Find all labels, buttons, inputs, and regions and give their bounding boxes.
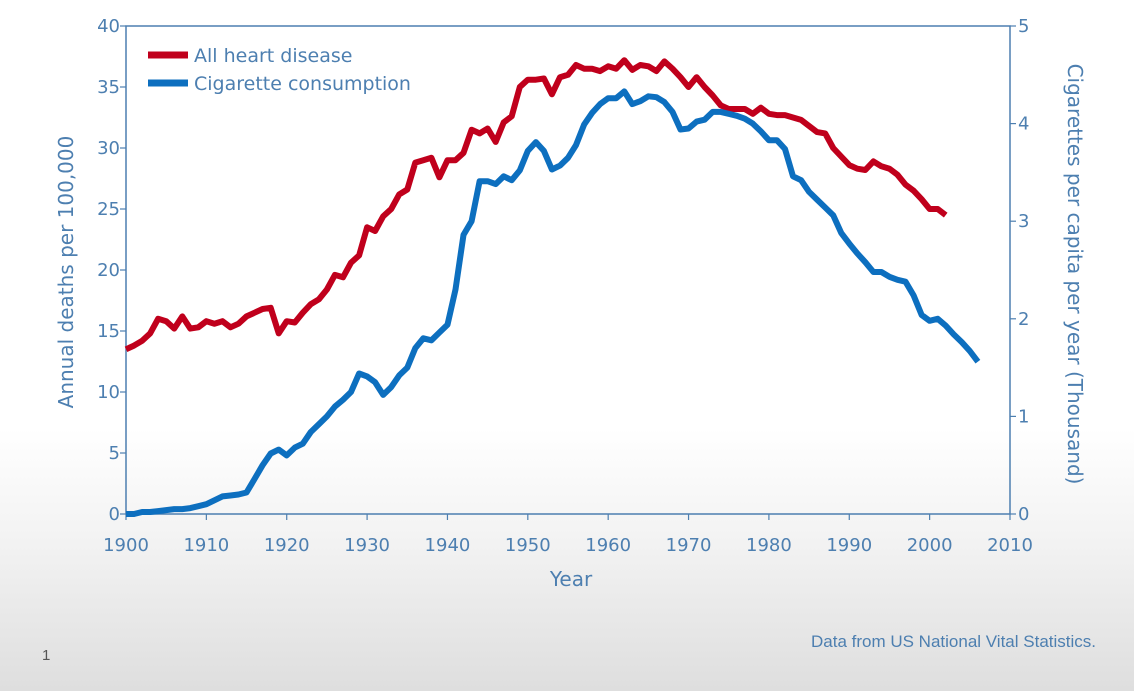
legend-label-cigarette: Cigarette consumption	[194, 73, 411, 95]
left-y-tick-label: 15	[97, 321, 120, 342]
series-line-cigarette-consumption	[126, 88, 981, 517]
x-tick-label: 1930	[344, 535, 390, 556]
right-y-tick-label: 0	[1018, 504, 1029, 525]
x-axis-label: Year	[549, 567, 593, 591]
left-y-tick-label: 20	[97, 260, 120, 281]
x-tick-label: 1950	[505, 535, 551, 556]
left-y-tick-label: 25	[97, 199, 120, 220]
right-y-tick-label: 3	[1018, 211, 1029, 232]
slide-number: 1	[42, 647, 51, 664]
left-y-tick-label: 5	[109, 443, 120, 464]
left-y-axis-ticks: 0 5 10 15 20 25 30 35 40	[97, 16, 126, 525]
right-y-axis-ticks: 0 1 2 3 4 5	[1010, 16, 1029, 525]
legend: All heart disease Cigarette consumption	[148, 45, 411, 95]
left-y-tick-label: 35	[97, 77, 120, 98]
right-y-tick-label: 1	[1018, 406, 1029, 427]
right-y-tick-label: 5	[1018, 16, 1029, 37]
source-note: Data from US National Vital Statistics.	[810, 632, 1096, 651]
right-y-tick-label: 2	[1018, 309, 1029, 330]
x-tick-label: 1900	[103, 535, 149, 556]
x-tick-label: 1990	[826, 535, 872, 556]
x-tick-label: 1970	[666, 535, 712, 556]
x-tick-label: 1980	[746, 535, 792, 556]
x-tick-label: 1940	[425, 535, 471, 556]
x-tick-label: 1910	[183, 535, 229, 556]
x-axis-ticks: 1900 1910 1920 1930 1940 1950 1960 1970 1980 1990…	[103, 514, 1033, 556]
left-y-axis-label: Annual deaths per 100,000	[54, 136, 78, 409]
right-y-axis-label: Cigarettes per capita per year (Thousand…	[1063, 64, 1087, 485]
left-y-tick-label: 0	[109, 504, 120, 525]
x-tick-label: 1920	[264, 535, 310, 556]
x-tick-label: 1960	[585, 535, 631, 556]
right-y-tick-label: 4	[1018, 114, 1029, 135]
series-line-heart-disease	[124, 57, 948, 353]
left-y-tick-label: 40	[97, 16, 120, 37]
legend-label-heart: All heart disease	[194, 45, 352, 67]
left-y-tick-label: 30	[97, 138, 120, 159]
x-tick-label: 2010	[987, 535, 1033, 556]
x-tick-label: 2000	[907, 535, 953, 556]
series-layer	[124, 57, 981, 517]
left-y-tick-label: 10	[97, 382, 120, 403]
